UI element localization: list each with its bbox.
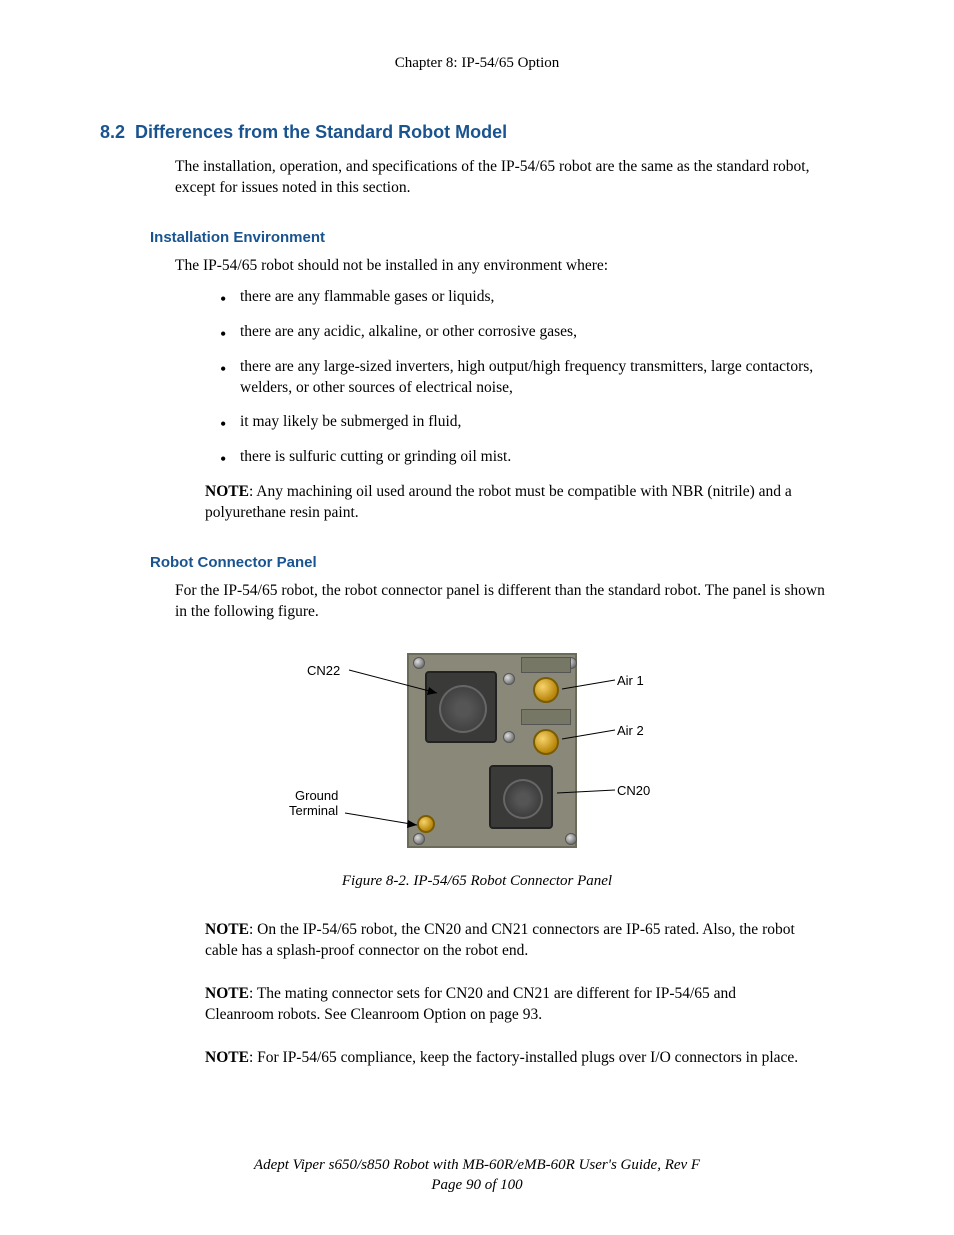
connector-note-3: NOTE: For IP-54/65 compliance, keep the … (205, 1048, 804, 1069)
section-number: 8.2 (100, 122, 125, 142)
note-label: NOTE (205, 483, 249, 500)
installation-lead: The IP-54/65 robot should not be install… (175, 256, 834, 277)
list-item: there are any large-sized inverters, hig… (220, 357, 824, 399)
list-item: it may likely be submerged in fluid, (220, 412, 824, 433)
screw-icon (565, 833, 577, 845)
figure-connector-panel: CN22 Air 1 Air 2 CN20 Ground Terminal (277, 643, 677, 863)
list-item: there are any flammable gases or liquids… (220, 287, 824, 308)
air1-plate (521, 657, 571, 673)
page-footer: Adept Viper s650/s850 Robot with MB-60R/… (0, 1156, 954, 1195)
installation-note: NOTE: Any machining oil used around the … (205, 482, 804, 524)
label-air2: Air 2 (617, 723, 644, 738)
air2-port (533, 729, 559, 755)
label-air1: Air 1 (617, 673, 644, 688)
cn22-connector (425, 671, 497, 743)
connector-lead: For the IP-54/65 robot, the robot connec… (175, 581, 834, 623)
section-intro: The installation, operation, and specifi… (175, 157, 834, 199)
footer-title: Adept Viper s650/s850 Robot with MB-60R/… (0, 1156, 954, 1176)
section-heading: 8.2 Differences from the Standard Robot … (100, 122, 854, 143)
label-ground2: Terminal (289, 803, 338, 818)
screw-icon (503, 731, 515, 743)
list-item: there is sulfuric cutting or grinding oi… (220, 447, 824, 468)
air2-plate (521, 709, 571, 725)
label-ground1: Ground (295, 788, 338, 803)
list-item: there are any acidic, alkaline, or other… (220, 322, 824, 343)
note-label: NOTE (205, 921, 249, 938)
note-text: : Any machining oil used around the robo… (205, 483, 792, 521)
section-title-text: Differences from the Standard Robot Mode… (135, 122, 507, 142)
note-text: : For IP-54/65 compliance, keep the fact… (249, 1049, 798, 1066)
note-label: NOTE (205, 1049, 249, 1066)
chapter-header: Chapter 8: IP-54/65 Option (100, 55, 854, 72)
page-container: Chapter 8: IP-54/65 Option 8.2 Differenc… (0, 0, 954, 1069)
installation-bullets: there are any flammable gases or liquids… (220, 287, 824, 469)
note-text: : On the IP-54/65 robot, the CN20 and CN… (205, 921, 795, 959)
screw-icon (413, 833, 425, 845)
cn20-connector (489, 765, 553, 829)
ground-terminal (417, 815, 435, 833)
installation-heading: Installation Environment (150, 229, 854, 246)
connector-note-2: NOTE: The mating connector sets for CN20… (205, 984, 804, 1026)
figure-caption: Figure 8-2. IP-54/65 Robot Connector Pan… (100, 873, 854, 890)
label-cn20: CN20 (617, 783, 650, 798)
screw-icon (413, 657, 425, 669)
footer-page: Page 90 of 100 (0, 1176, 954, 1196)
screw-icon (503, 673, 515, 685)
connector-heading: Robot Connector Panel (150, 554, 854, 571)
note-label: NOTE (205, 985, 249, 1002)
label-cn22: CN22 (307, 663, 340, 678)
air1-port (533, 677, 559, 703)
connector-note-1: NOTE: On the IP-54/65 robot, the CN20 an… (205, 920, 804, 962)
note-text: : The mating connector sets for CN20 and… (205, 985, 736, 1023)
